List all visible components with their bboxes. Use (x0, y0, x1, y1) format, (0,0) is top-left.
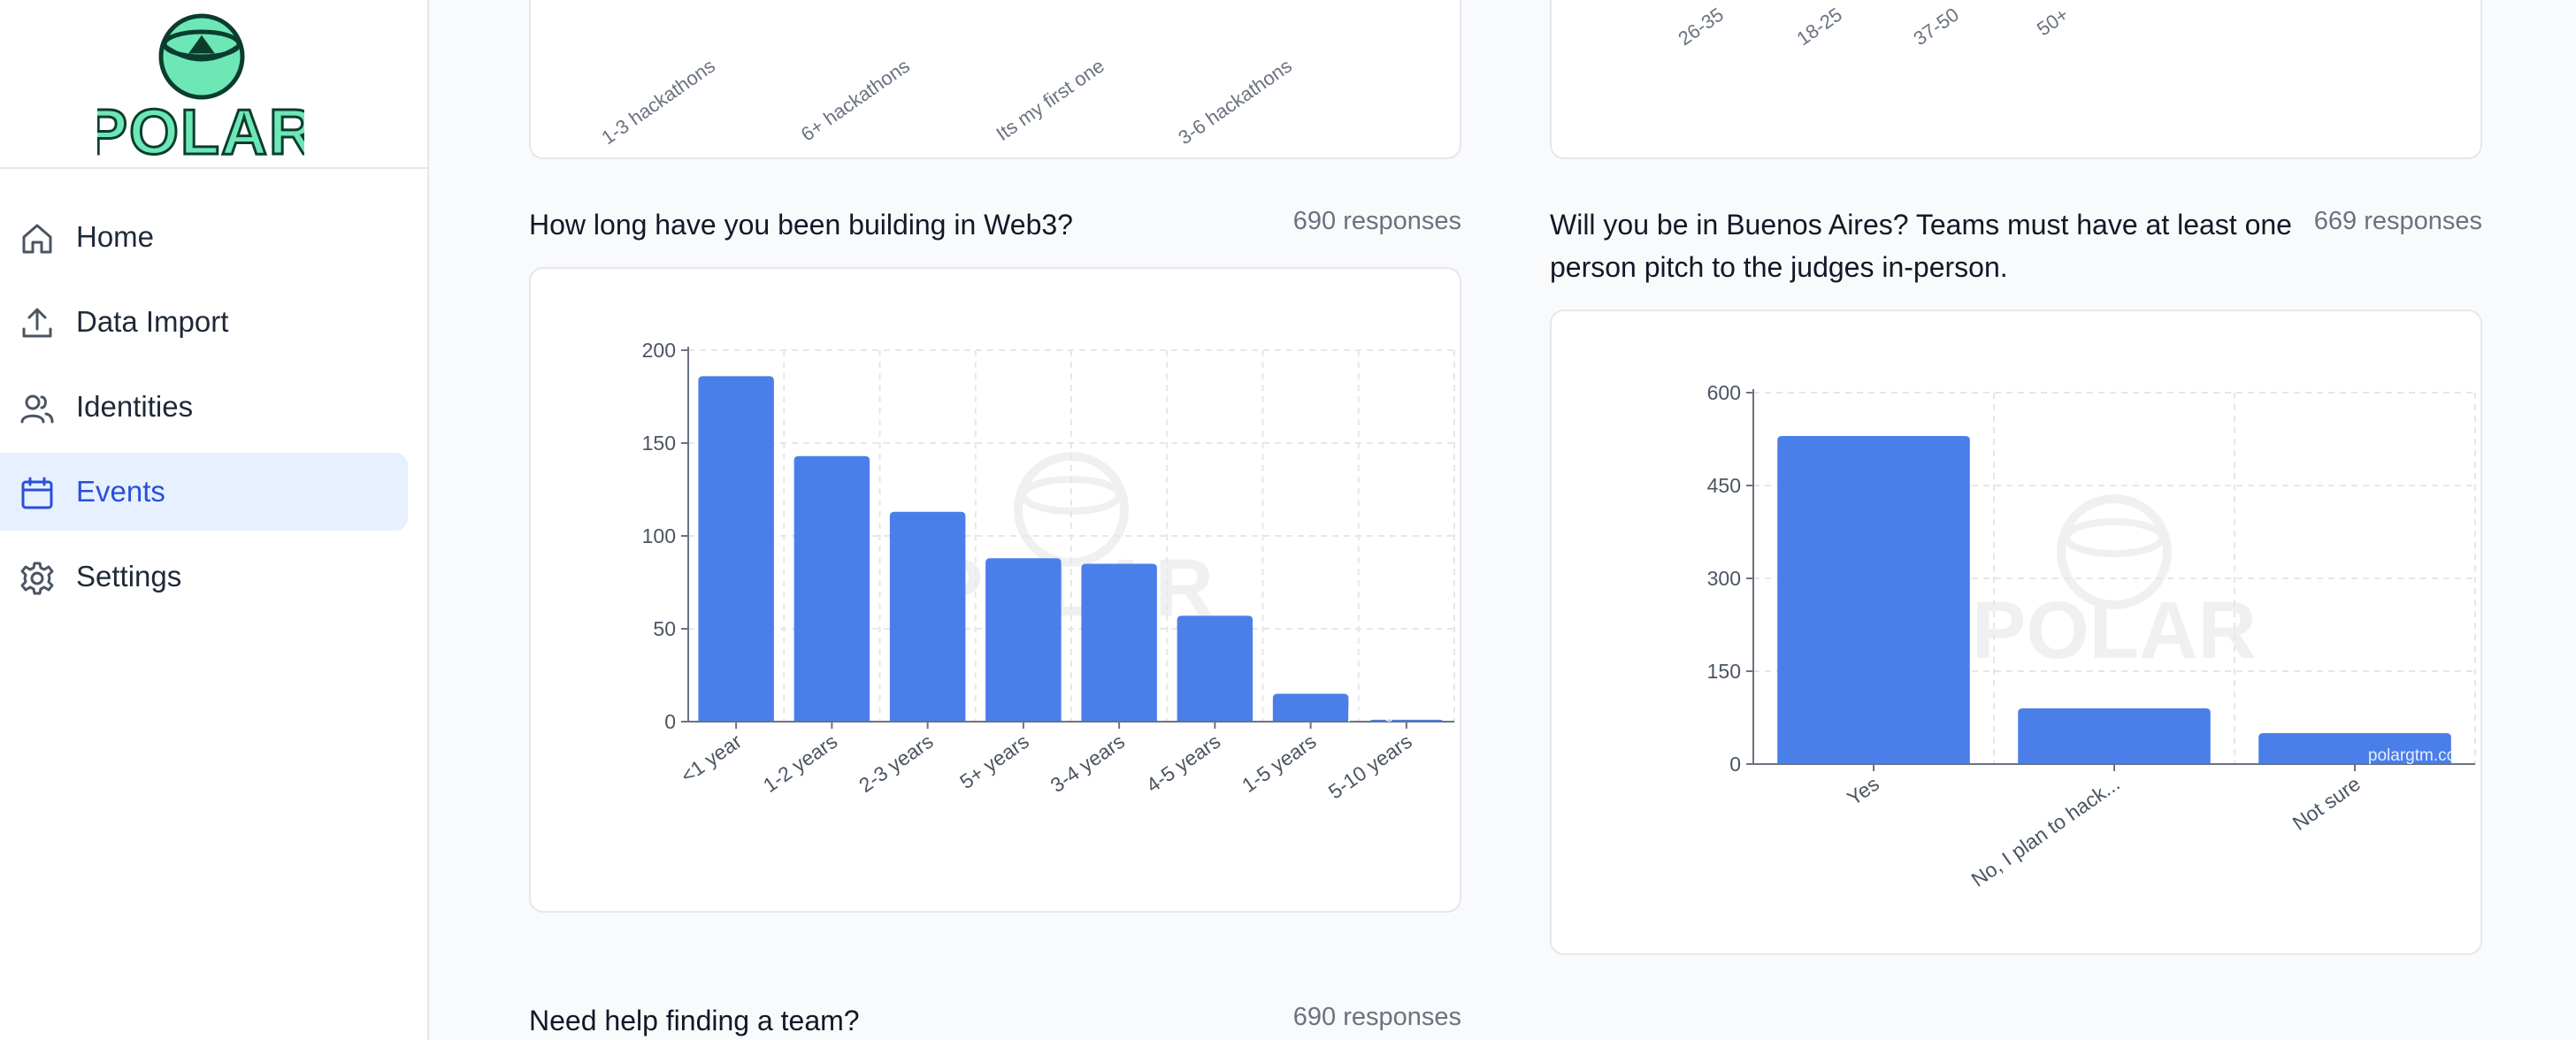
sidebar: POLAR Home Data Import Identities (0, 0, 429, 1040)
response-count: 690 responses (1292, 207, 1461, 235)
watermark-band (1020, 476, 1123, 515)
users-icon (20, 394, 54, 424)
y-tick-label: 0 (1729, 753, 1741, 776)
sidebar-item-label: Home (76, 220, 155, 253)
bar (1081, 563, 1157, 722)
y-tick-label: 300 (1707, 567, 1741, 590)
bar (889, 511, 966, 722)
polar-watermark: POLAR (1972, 494, 2257, 676)
x-tick-label: 5+ years (955, 730, 1033, 793)
sidebar-item-identities[interactable]: Identities (0, 368, 408, 446)
hackathons-chart-ticks: 1-3 hackathons 6+ hackathons Its my firs… (597, 55, 1296, 149)
chart-card-age: 26-35 18-25 37-50 50+ (1550, 0, 2482, 159)
x-tick-label: 2-3 years (855, 730, 937, 797)
tick-label: 1-3 hackathons (597, 55, 719, 149)
y-tick-label: 100 (642, 524, 676, 547)
y-tick-label: 50 (653, 617, 676, 640)
tick-label: 26-35 (1674, 4, 1727, 50)
sidebar-divider (0, 167, 429, 169)
x-tick-label: 3-4 years (1046, 730, 1129, 797)
polar-logo-mark (158, 13, 245, 100)
logo-wordmark: POLAR (97, 97, 304, 159)
x-tick-label: Yes (1843, 772, 1883, 810)
y-tick-label: 150 (1707, 660, 1741, 683)
y-tick-label: 0 (664, 710, 676, 733)
watermark-url: polargtm.com (2368, 746, 2470, 765)
sidebar-item-events[interactable]: Events (0, 453, 408, 531)
bar (1777, 436, 1970, 764)
sidebar-item-label: Events (76, 475, 165, 508)
chart-card-web3: POLAR 0 50 100 150 200 <1 year 1-2 years 2-3 yea… (529, 267, 1461, 913)
y-tick-label: 150 (642, 432, 676, 455)
sidebar-item-settings[interactable]: Settings (0, 538, 408, 616)
sidebar-item-home[interactable]: Home (0, 198, 408, 276)
x-tick-label: No, I plan to hack... (1967, 772, 2124, 891)
response-count: 690 responses (1292, 1003, 1461, 1031)
question-title-team: Need help finding a team? (529, 1005, 860, 1036)
y-tick-label: 200 (642, 339, 676, 362)
x-tick-label: 4-5 years (1142, 730, 1224, 797)
y-tick-label: 450 (1707, 474, 1741, 497)
sidebar-item-label: Settings (76, 560, 182, 593)
chart-card-buenos-aires: POLAR 0 150 300 450 600 Yes No, I plan to hack.… (1550, 310, 2482, 955)
watermark-text: POLAR (1972, 585, 2257, 676)
buenos-aires-bar-chart: POLAR 0 150 300 450 600 Yes No, I plan to hack.… (1707, 381, 2476, 891)
watermark-band (2063, 518, 2166, 557)
bar (1272, 693, 1349, 722)
question-title-web3: How long have you been building in Web3? (529, 209, 1073, 241)
chart-card-hackathons: 1-3 hackathons 6+ hackathons Its my firs… (529, 0, 1461, 159)
sidebar-item-label: Data Import (76, 305, 229, 338)
calendar-icon (21, 477, 53, 509)
tick-label: Its my first one (992, 55, 1108, 146)
x-tick-label: 1-5 years (1238, 730, 1320, 797)
tick-label: 37-50 (1909, 4, 1962, 50)
tick-label: 6+ hackathons (797, 55, 914, 146)
question-title-buenos-aires: Will you be in Buenos Aires? Teams must … (1550, 209, 2292, 283)
sidebar-item-label: Identities (76, 390, 194, 423)
tick-label: 50+ (2033, 4, 2073, 41)
response-count: 669 responses (2313, 207, 2482, 235)
x-tick-label: <1 year (677, 730, 747, 788)
gear-icon (20, 562, 54, 595)
sidebar-nav: Home Data Import Identities Events (0, 198, 429, 623)
y-tick-label: 600 (1707, 381, 1741, 404)
age-chart-ticks: 26-35 18-25 37-50 50+ (1674, 4, 2073, 50)
bar (698, 376, 774, 722)
bar (1177, 616, 1254, 722)
polar-logo[interactable]: POLAR (84, 11, 317, 170)
x-tick-label: 5-10 years (1324, 730, 1416, 804)
watermark-url: polargtm.com (1347, 704, 1449, 723)
sidebar-item-data-import[interactable]: Data Import (0, 283, 408, 361)
upload-icon (22, 308, 52, 338)
main-content: 1-3 hackathons 6+ hackathons Its my firs… (487, 0, 2576, 1040)
x-tick-label: Not sure (2288, 772, 2365, 835)
bar (794, 455, 870, 722)
x-tick-label: 1-2 years (759, 730, 841, 797)
bar (985, 558, 1062, 722)
watermark-ring (2057, 494, 2172, 609)
tick-label: 3-6 hackathons (1174, 55, 1296, 149)
home-icon (22, 224, 52, 254)
bar (2258, 733, 2451, 764)
bar (2018, 708, 2211, 764)
tick-label: 18-25 (1792, 4, 1845, 50)
